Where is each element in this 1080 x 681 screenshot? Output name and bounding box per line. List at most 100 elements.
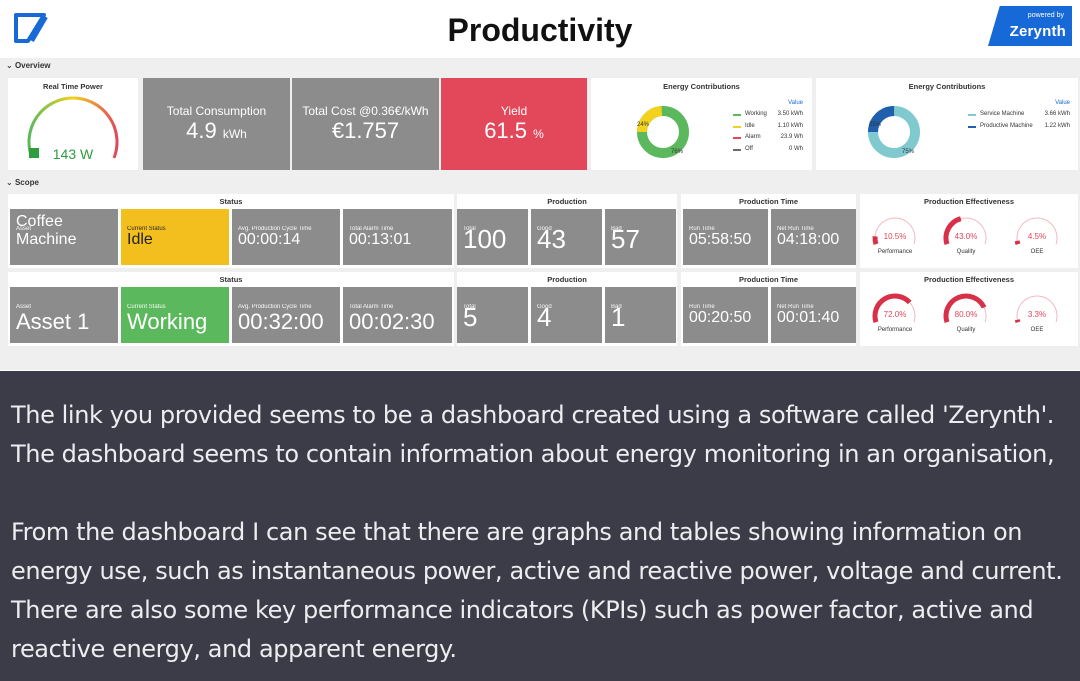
net-run-time-cell-value: 00:01:40 (777, 309, 840, 326)
donut1-label-b: 76% (671, 149, 684, 155)
total-cell-value: 5 (463, 302, 478, 332)
performance-gauge: 72.0% Performance (866, 290, 924, 340)
gauge-needle (29, 148, 39, 158)
total-consumption-value: 4.9 (186, 118, 217, 143)
run-time-cell-value: 00:20:50 (689, 309, 752, 326)
bad-cell-value: 57 (611, 224, 640, 254)
alarm-time-cell[interactable]: Total Alarm Time 00:13:01 (343, 209, 452, 265)
quality-gauge: 80.0% Quality (937, 290, 995, 340)
current-status-cell[interactable]: Current Status Working (121, 287, 229, 343)
legend-item[interactable]: Productive Machine 1.22 kWh (968, 123, 1070, 135)
oee-gauge-value: 3.3% (1027, 310, 1047, 319)
overview-section-toggle[interactable]: ⌄ Overview (6, 61, 51, 70)
alarm-time-cell[interactable]: Total Alarm Time 00:02:30 (343, 287, 452, 343)
run-time-cell[interactable]: Run Time 05:58:50 (683, 209, 768, 265)
good-cell-value: 43 (537, 224, 566, 254)
energy-legend-1: Value Working 3.50 kWh Idle 1.10 kWh Alarm… (733, 100, 803, 157)
status-panel-title: Status (219, 197, 243, 206)
total-cost-value: €1.757 (331, 118, 400, 143)
quality-gauge-value: 43.0% (954, 232, 978, 241)
run-time-cell-label: Run Time (689, 304, 715, 310)
cycle-time-cell-value: 00:32:00 (238, 309, 324, 334)
total-cell[interactable]: Total 100 (457, 209, 528, 265)
powered-by-badge[interactable]: powered by Zerynth (988, 6, 1072, 46)
total-cell[interactable]: Total 5 (457, 287, 528, 343)
oee-gauge-fill (1014, 319, 1021, 323)
yield-value: 61.5 (484, 118, 528, 143)
oee-gauge-fill (1014, 240, 1021, 245)
net-run-time-cell[interactable]: Net Run Time 00:01:40 (771, 287, 856, 343)
total-cost-tile: Total Cost @0.36€/kWh €1.757 (292, 78, 439, 170)
current-status-cell[interactable]: Current Status Idle (121, 209, 229, 265)
yield-label: Yield (500, 104, 528, 118)
total-consumption-label: Total Consumption (166, 104, 267, 118)
total-cost-label: Total Cost @0.36€/kWh (302, 104, 429, 118)
production-time-panel-title: Production Time (738, 275, 799, 284)
header: Productivity powered by Zerynth (0, 0, 1080, 58)
asset-cell-value: Coffee Machine (16, 213, 77, 248)
run-time-cell-label: Run Time (689, 226, 715, 232)
status-panel-title: Status (219, 275, 243, 284)
effectiveness-panel-title: Production Effectiveness (923, 275, 1015, 284)
oee-gauge-value: 4.5% (1027, 232, 1047, 241)
cycle-time-cell-label: Avg. Production Cycle Time (238, 226, 312, 232)
cycle-time-cell[interactable]: Avg. Production Cycle Time 00:32:00 (232, 287, 340, 343)
production-panel-title: Production (547, 197, 587, 206)
effectiveness-panel: Production Effectiveness (860, 272, 1078, 346)
legend-item[interactable]: Working 3.50 kWh (733, 111, 803, 123)
alarm-time-cell-label: Total Alarm Time (349, 226, 394, 232)
energy-donut-2: 25% 75% (868, 106, 920, 158)
cycle-time-cell-label: Avg. Production Cycle Time (238, 304, 312, 310)
legend2-value-header: Value (1055, 100, 1070, 106)
total-cell-value: 100 (463, 224, 507, 254)
performance-gauge-label: Performance (877, 327, 913, 333)
energy-legend-2: Value Service Machine 3.66 kWh Productive… (968, 100, 1070, 134)
scope-section-toggle[interactable]: ⌄ Scope (6, 178, 39, 187)
bad-cell[interactable]: Bad 57 (605, 209, 676, 265)
energy-donut-1: 24% 76% (637, 106, 689, 158)
energy-contributions-panel-2: Energy Contributions 25% 75% Value Servi… (816, 78, 1078, 170)
donut1-label-a: 24% (637, 122, 650, 128)
performance-gauge: 10.5% Performance (866, 212, 924, 262)
bad-cell-value: 1 (611, 302, 626, 332)
performance-gauge-value: 10.5% (883, 232, 907, 241)
net-run-time-cell-label: Net Run Time (777, 304, 814, 310)
run-time-cell-value: 05:58:50 (689, 231, 752, 248)
current-status-cell-value: Working (127, 309, 208, 334)
bad-cell[interactable]: Bad 1 (605, 287, 676, 343)
quality-gauge-label: Quality (956, 327, 976, 333)
net-run-time-cell[interactable]: Net Run Time 04:18:00 (771, 209, 856, 265)
zerynth-logo-icon (14, 13, 48, 43)
message-paragraph-1: The link you provided seems to be a dash… (11, 401, 1055, 468)
power-gauge (27, 96, 119, 159)
effectiveness-panel-title: Production Effectiveness (923, 197, 1015, 206)
performance-gauge-label: Performance (877, 249, 913, 255)
page-title: Productivity (447, 12, 633, 48)
performance-gauge-fill (872, 293, 912, 323)
cycle-time-cell-value: 00:00:14 (238, 231, 301, 248)
total-cell-label: Total (463, 226, 476, 232)
legend1-value-header: Value (788, 100, 803, 106)
asset-cell-value: Asset 1 (16, 309, 90, 334)
legend-item[interactable]: Service Machine 3.66 kWh (968, 111, 1070, 123)
legend-item[interactable]: Idle 1.10 kWh (733, 123, 803, 135)
powered-by-label: powered by (1027, 12, 1064, 19)
run-time-cell[interactable]: Run Time 00:20:50 (683, 287, 768, 343)
realtime-power-panel: Real Time Power 143 W (8, 78, 138, 170)
effectiveness-panel: Production Effectiveness (860, 194, 1078, 268)
asset-cell[interactable]: Asset Asset 1 (10, 287, 118, 343)
legend-item[interactable]: Alarm 23.9 Wh (733, 134, 803, 146)
bad-cell-label: Bad (611, 226, 622, 232)
cycle-time-cell[interactable]: Avg. Production Cycle Time 00:00:14 (232, 209, 340, 265)
performance-gauge-fill (872, 236, 879, 245)
asset-cell-label: Asset (16, 226, 32, 232)
scope-label: Scope (14, 178, 39, 187)
quality-gauge-fill (943, 216, 962, 245)
asset-cell[interactable]: Asset Coffee Machine (10, 209, 118, 265)
good-cell[interactable]: Good 4 (531, 287, 602, 343)
oee-gauge: 4.5% OEE (1008, 212, 1066, 262)
legend-item[interactable]: Off 0 Wh (733, 146, 803, 158)
good-cell[interactable]: Good 43 (531, 209, 602, 265)
quality-gauge-label: Quality (956, 249, 976, 255)
alarm-time-cell-value: 00:13:01 (349, 231, 412, 248)
